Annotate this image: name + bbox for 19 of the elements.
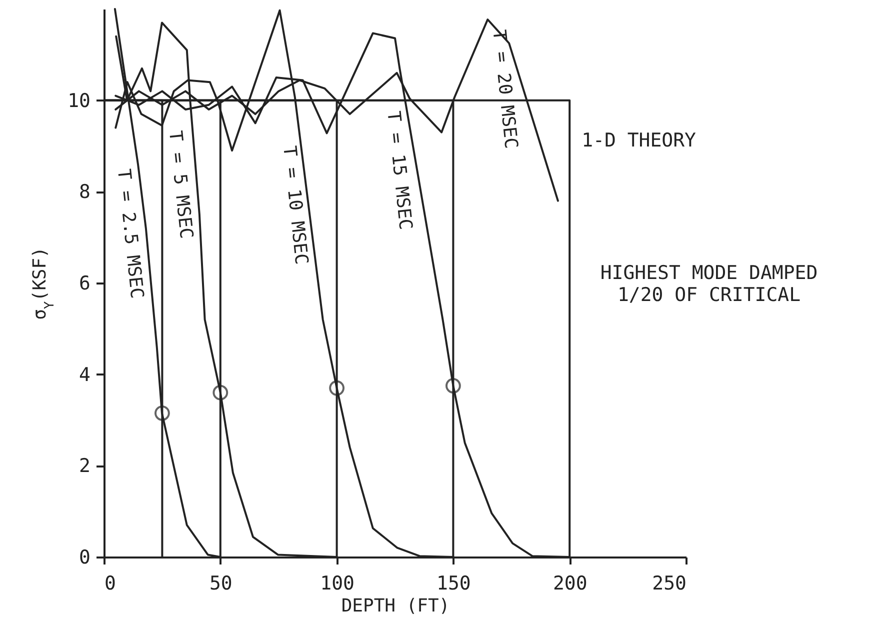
x-tick-label: 150	[436, 572, 471, 594]
y-tick-label: 4	[79, 364, 90, 386]
y-tick-label: 10	[68, 90, 90, 112]
x-axis-title: DEPTH (FT)	[341, 596, 450, 616]
text: T = 5 MSEC	[164, 130, 197, 240]
series-label: 1-D THEORY	[582, 129, 697, 152]
x-tick-label: 0	[104, 572, 116, 594]
y-tick-label: 8	[79, 181, 90, 204]
x-tick-label: 250	[652, 572, 686, 594]
x-tick-label: 200	[552, 572, 588, 594]
annotation: HIGHEST MODE DAMPED 1/20 OF CRITICAL	[600, 262, 818, 306]
x-tick-label: 50	[209, 572, 232, 594]
text: T = 10 MSEC	[278, 144, 312, 266]
y-tick-label: 6	[79, 272, 90, 294]
y-tick-label: 0	[79, 546, 90, 568]
y-tick-label: 2	[79, 455, 90, 478]
text: T = 2.5 MSEC	[112, 168, 148, 300]
text: T = 15 MSEC	[382, 110, 416, 231]
x-tick-label: 100	[320, 572, 354, 594]
